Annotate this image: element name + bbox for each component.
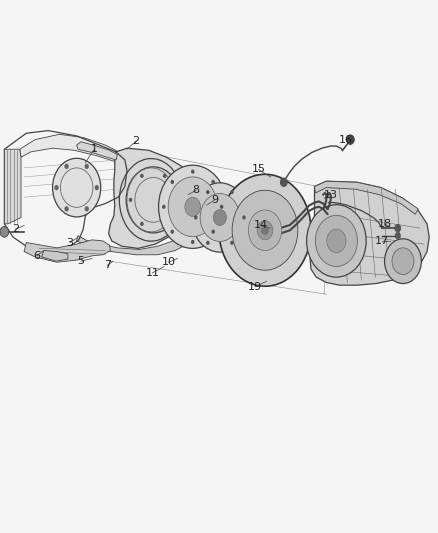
Text: 11: 11 [145,268,159,278]
Ellipse shape [232,190,298,270]
Circle shape [191,240,194,244]
Ellipse shape [126,167,180,233]
Text: 15: 15 [251,165,265,174]
Text: 10: 10 [162,257,176,267]
Circle shape [194,215,198,220]
Text: 18: 18 [378,219,392,229]
Text: 1: 1 [91,144,98,154]
Ellipse shape [159,165,227,248]
Circle shape [212,230,215,234]
Circle shape [140,174,144,178]
Circle shape [280,178,287,187]
Polygon shape [4,149,21,224]
Circle shape [174,198,178,202]
Text: 13: 13 [324,190,338,199]
Circle shape [395,224,401,232]
Circle shape [162,205,166,209]
Circle shape [242,215,246,220]
Circle shape [64,164,69,169]
Circle shape [220,205,223,209]
Circle shape [206,190,210,194]
Ellipse shape [385,239,421,284]
Polygon shape [42,251,68,261]
Polygon shape [314,181,418,214]
Text: 17: 17 [375,236,389,246]
Ellipse shape [185,197,201,216]
Circle shape [64,206,69,212]
Polygon shape [77,142,117,160]
Circle shape [85,206,89,212]
Polygon shape [310,181,429,285]
Circle shape [230,241,234,245]
Polygon shape [24,240,110,262]
Circle shape [140,222,144,226]
Ellipse shape [261,226,268,235]
Ellipse shape [168,177,217,237]
Ellipse shape [213,209,226,225]
Polygon shape [20,134,125,163]
Circle shape [170,230,174,234]
Text: 3: 3 [67,238,74,247]
Ellipse shape [248,210,282,251]
Circle shape [191,169,194,174]
Text: 16: 16 [339,135,353,144]
Text: 5: 5 [78,256,85,266]
Ellipse shape [191,183,248,252]
Circle shape [230,190,234,194]
Ellipse shape [200,193,240,241]
Circle shape [395,232,400,239]
Text: 6: 6 [34,251,41,261]
Text: 7: 7 [104,261,111,270]
Text: 2: 2 [132,136,139,146]
Text: 2: 2 [12,224,19,234]
Circle shape [54,185,59,190]
Ellipse shape [53,158,101,217]
Ellipse shape [315,215,357,266]
Circle shape [163,222,166,226]
Circle shape [0,227,9,237]
Circle shape [129,198,132,202]
Ellipse shape [392,248,414,274]
Circle shape [170,180,174,184]
Text: 14: 14 [254,221,268,230]
Ellipse shape [307,205,366,277]
Polygon shape [109,148,193,248]
Ellipse shape [257,221,273,240]
Circle shape [85,164,89,169]
Circle shape [163,174,166,178]
Text: 8: 8 [193,185,200,195]
Ellipse shape [219,174,311,286]
Circle shape [206,241,209,245]
Text: 9: 9 [211,195,218,205]
Circle shape [95,185,99,190]
Ellipse shape [327,229,346,253]
Circle shape [212,180,215,184]
Circle shape [346,135,354,144]
Polygon shape [77,230,191,255]
Text: 19: 19 [248,282,262,292]
